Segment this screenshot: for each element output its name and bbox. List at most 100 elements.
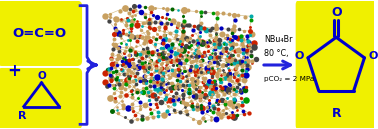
Point [125, 85, 132, 87]
Point [239, 47, 245, 49]
Point [246, 43, 253, 45]
Point [215, 94, 221, 96]
Point [139, 87, 146, 89]
Point [172, 36, 178, 38]
Point [139, 50, 146, 52]
Point [142, 75, 148, 78]
Point [244, 60, 250, 62]
Point [114, 76, 120, 78]
Point [138, 29, 144, 31]
Point [124, 79, 130, 81]
Point [120, 29, 126, 31]
Point [168, 23, 174, 25]
Point [247, 34, 253, 36]
Point [212, 52, 218, 54]
Point [177, 85, 183, 87]
Point [158, 63, 164, 65]
Point [143, 82, 149, 84]
Point [107, 97, 113, 99]
Point [164, 45, 170, 47]
Point [168, 82, 174, 84]
Point [181, 70, 187, 72]
Point [139, 91, 146, 94]
Point [123, 43, 129, 45]
Point [205, 50, 211, 52]
Point [174, 52, 180, 54]
Point [144, 51, 150, 53]
Point [196, 53, 202, 55]
Point [177, 80, 183, 82]
Point [119, 99, 125, 102]
Point [170, 64, 177, 66]
Point [231, 25, 237, 27]
Point [133, 83, 139, 85]
Point [244, 64, 250, 66]
Point [132, 53, 138, 55]
Point [198, 104, 204, 106]
Point [204, 41, 210, 43]
Point [175, 74, 181, 76]
Point [169, 72, 175, 75]
Point [126, 12, 132, 14]
Point [187, 67, 193, 69]
Point [231, 59, 237, 61]
Point [160, 75, 166, 77]
Point [171, 47, 177, 49]
Text: O=C=O: O=C=O [12, 27, 67, 40]
Point [108, 75, 114, 78]
Point [117, 34, 123, 36]
Point [139, 62, 145, 64]
Point [137, 35, 143, 37]
Point [146, 56, 152, 58]
Point [129, 62, 135, 64]
Point [121, 51, 127, 54]
Point [237, 90, 243, 92]
Point [177, 54, 183, 56]
Point [203, 45, 209, 47]
Point [225, 78, 231, 80]
Point [146, 67, 152, 69]
Point [174, 59, 180, 61]
Point [225, 88, 231, 90]
Point [212, 42, 218, 44]
Point [186, 91, 192, 94]
Point [229, 49, 235, 51]
Point [239, 96, 245, 99]
Point [147, 64, 153, 66]
Point [126, 54, 132, 56]
Point [224, 97, 230, 99]
Point [166, 82, 172, 84]
Point [114, 58, 120, 60]
Point [217, 89, 223, 91]
Point [249, 33, 255, 35]
Point [175, 22, 181, 24]
Point [129, 20, 135, 22]
Point [106, 71, 112, 73]
Point [146, 66, 152, 68]
Point [184, 51, 191, 53]
Point [127, 39, 133, 41]
Point [146, 18, 152, 20]
Point [134, 40, 140, 42]
Point [116, 10, 122, 12]
Point [218, 27, 224, 29]
Point [116, 46, 122, 48]
Point [169, 82, 175, 84]
Point [142, 38, 148, 41]
Point [243, 50, 249, 52]
Point [240, 110, 246, 112]
Point [231, 98, 237, 100]
Point [193, 83, 199, 85]
Point [163, 67, 169, 69]
Point [198, 27, 204, 29]
Point [136, 5, 143, 7]
Point [152, 94, 158, 96]
Point [125, 107, 132, 109]
Point [226, 56, 232, 58]
Point [163, 94, 169, 96]
Point [227, 72, 233, 74]
Point [214, 75, 220, 77]
Point [212, 53, 218, 55]
Point [181, 86, 187, 88]
Point [141, 70, 147, 72]
